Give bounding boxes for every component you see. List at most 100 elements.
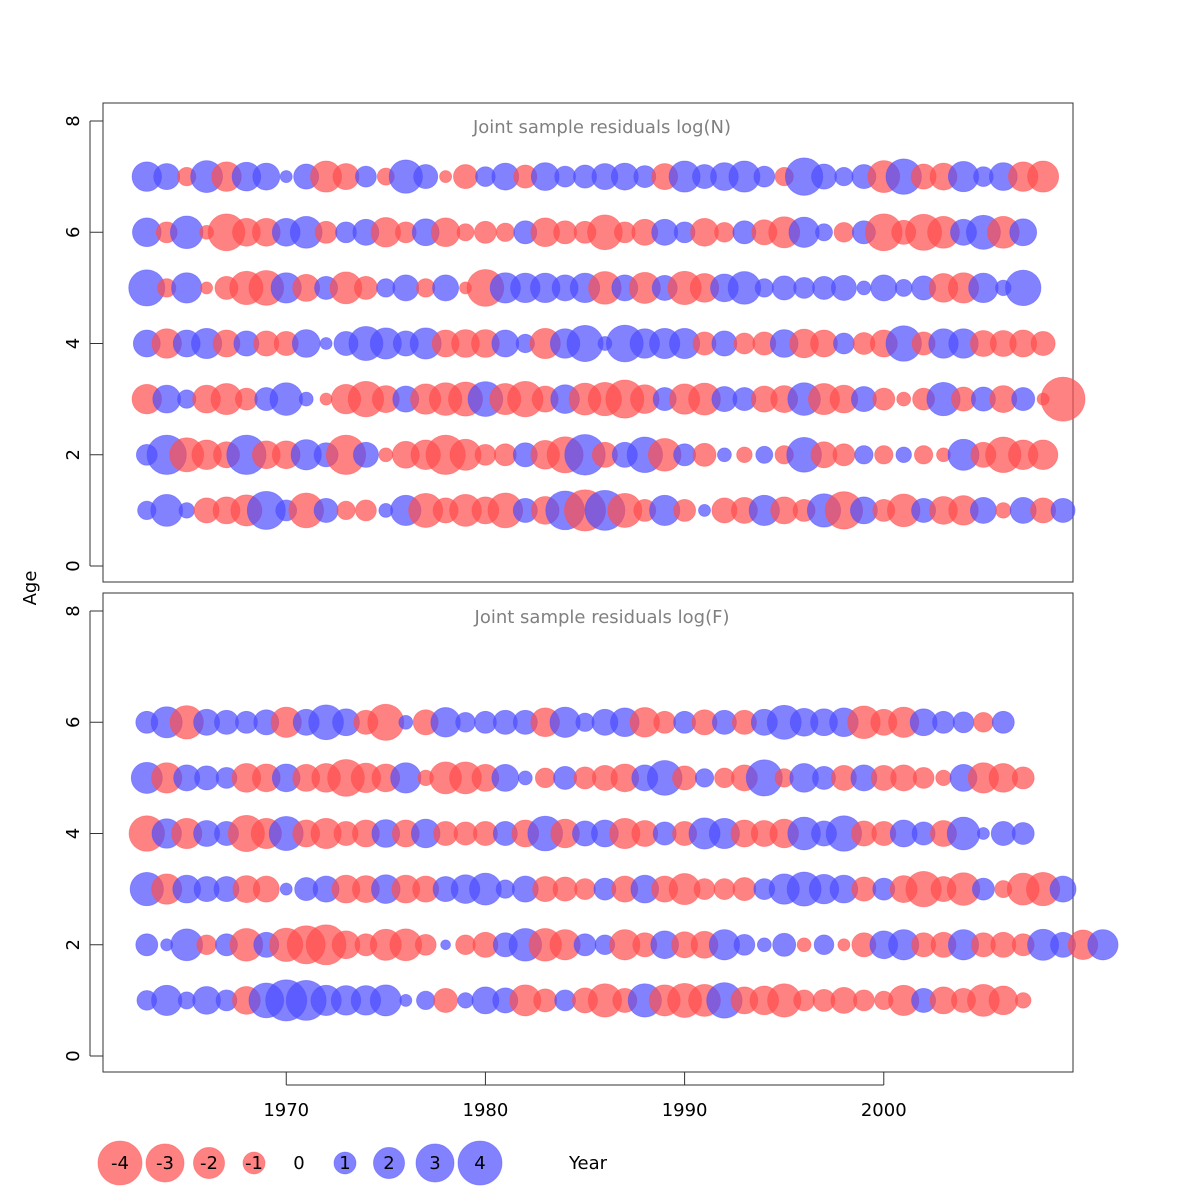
residual-bubble xyxy=(672,765,698,791)
residual-bubble xyxy=(151,984,183,1016)
residual-bubble xyxy=(754,278,774,298)
residual-bubble xyxy=(896,391,912,407)
legend-bubble xyxy=(457,1140,503,1186)
axes: 0 2 4 6 8 0 2 4 6 8 1970 1980 1990 2000 xyxy=(63,115,907,1121)
x-tick-label: 1970 xyxy=(263,1100,309,1121)
residual-bubble xyxy=(1009,218,1038,247)
residual-bubble xyxy=(793,989,815,1012)
residual-bubble xyxy=(152,384,182,414)
residual-bubble xyxy=(517,770,533,786)
residual-bubble xyxy=(1015,992,1032,1009)
residual-bubble xyxy=(733,933,756,956)
residual-bubble xyxy=(793,277,815,299)
panel-n-title: Joint sample residuals log(N) xyxy=(472,117,731,138)
residual-bubble xyxy=(653,710,677,734)
residual-bubble xyxy=(988,985,1019,1016)
residual-bubble xyxy=(711,330,738,357)
residual-bubble xyxy=(440,939,451,951)
residual-bubble xyxy=(398,714,414,730)
x-axis-title: Year xyxy=(568,1153,608,1174)
legend-label: 4 xyxy=(474,1153,485,1174)
legend-label: -3 xyxy=(156,1153,174,1174)
residual-bubble xyxy=(895,446,912,463)
residual-bubble xyxy=(392,274,420,302)
residual-bubble xyxy=(456,223,475,242)
residual-bubble xyxy=(416,278,436,298)
y-tick-label: 4 xyxy=(63,828,84,839)
residual-bubble xyxy=(575,712,595,732)
residual-bubble xyxy=(714,222,735,243)
residual-bubble xyxy=(851,876,877,902)
residual-bubble xyxy=(433,987,459,1013)
residual-bubble xyxy=(399,993,413,1007)
residual-bubble xyxy=(1050,497,1076,523)
residual-bubble xyxy=(935,769,952,787)
residual-bubble xyxy=(534,767,556,789)
residual-bubble xyxy=(269,382,303,416)
legend: -4 -3 -2 -1 0 1 2 3 4 xyxy=(97,1140,503,1186)
y-tick-label: 0 xyxy=(63,1050,84,1061)
legend-label: -2 xyxy=(200,1153,218,1174)
residual-bubble xyxy=(673,443,696,467)
residual-bubble xyxy=(830,274,857,301)
legend-bubble xyxy=(415,1143,455,1183)
residual-bubble xyxy=(693,878,716,900)
legend-bubble xyxy=(373,1147,405,1179)
residual-bubble xyxy=(732,877,757,902)
residual-bubble xyxy=(995,502,1012,519)
x-tick-label: 2000 xyxy=(861,1100,907,1121)
residual-bubble xyxy=(279,170,293,184)
residual-bubble xyxy=(194,765,220,791)
residual-bubble xyxy=(453,164,478,190)
residual-bubble xyxy=(355,165,377,188)
residual-bubble xyxy=(430,217,461,248)
residual-bubble xyxy=(811,163,837,190)
x-tick-label: 1990 xyxy=(662,1100,708,1121)
y-tick-label: 2 xyxy=(63,939,84,950)
residual-bubble xyxy=(1087,929,1119,961)
residual-bubble xyxy=(455,934,476,956)
y-tick-label: 6 xyxy=(63,227,84,238)
residual-bubble xyxy=(856,280,872,296)
residual-bubble xyxy=(171,272,203,304)
residual-bubble xyxy=(772,932,797,957)
residual-bubble xyxy=(352,441,379,468)
residual-bubble xyxy=(574,878,596,900)
residual-bubble xyxy=(355,499,377,522)
legend-label: 3 xyxy=(429,1153,440,1174)
residual-bubble xyxy=(376,278,396,298)
residual-bubble xyxy=(416,990,436,1011)
residual-bubble xyxy=(894,278,913,297)
residual-bubble xyxy=(830,986,858,1014)
residual-bubble xyxy=(698,503,711,517)
residual-bubble xyxy=(390,762,422,794)
panel-f-frame xyxy=(102,592,1074,1073)
residual-bubble xyxy=(870,274,898,302)
residual-bubble xyxy=(1040,376,1086,422)
residual-bubble xyxy=(313,497,339,523)
legend-bubble xyxy=(97,1140,143,1186)
residual-bubble xyxy=(990,821,1016,846)
residual-bubble xyxy=(833,222,855,243)
residual-bubble xyxy=(291,329,321,358)
y-tick-label: 8 xyxy=(63,605,84,616)
residual-bubble xyxy=(834,167,854,187)
legend-bubble xyxy=(242,1151,266,1175)
y-tick-label: 0 xyxy=(63,560,84,571)
y-tick-label: 8 xyxy=(63,115,84,126)
residual-bubble xyxy=(694,768,715,788)
legend-label: 2 xyxy=(383,1153,394,1174)
residual-bubble xyxy=(872,387,896,411)
y-axis-title: Age xyxy=(20,571,41,606)
y-tick-label: 6 xyxy=(63,717,84,728)
residual-bubble xyxy=(991,710,1015,734)
residual-bubble xyxy=(414,933,437,956)
residual-bubble xyxy=(150,494,184,527)
residual-bubble xyxy=(753,165,776,188)
residual-bubble xyxy=(553,765,578,790)
residual-bubble xyxy=(552,876,578,902)
y-tick-label: 2 xyxy=(63,449,84,460)
residual-bubble xyxy=(214,709,239,735)
residual-bubble xyxy=(314,220,338,244)
